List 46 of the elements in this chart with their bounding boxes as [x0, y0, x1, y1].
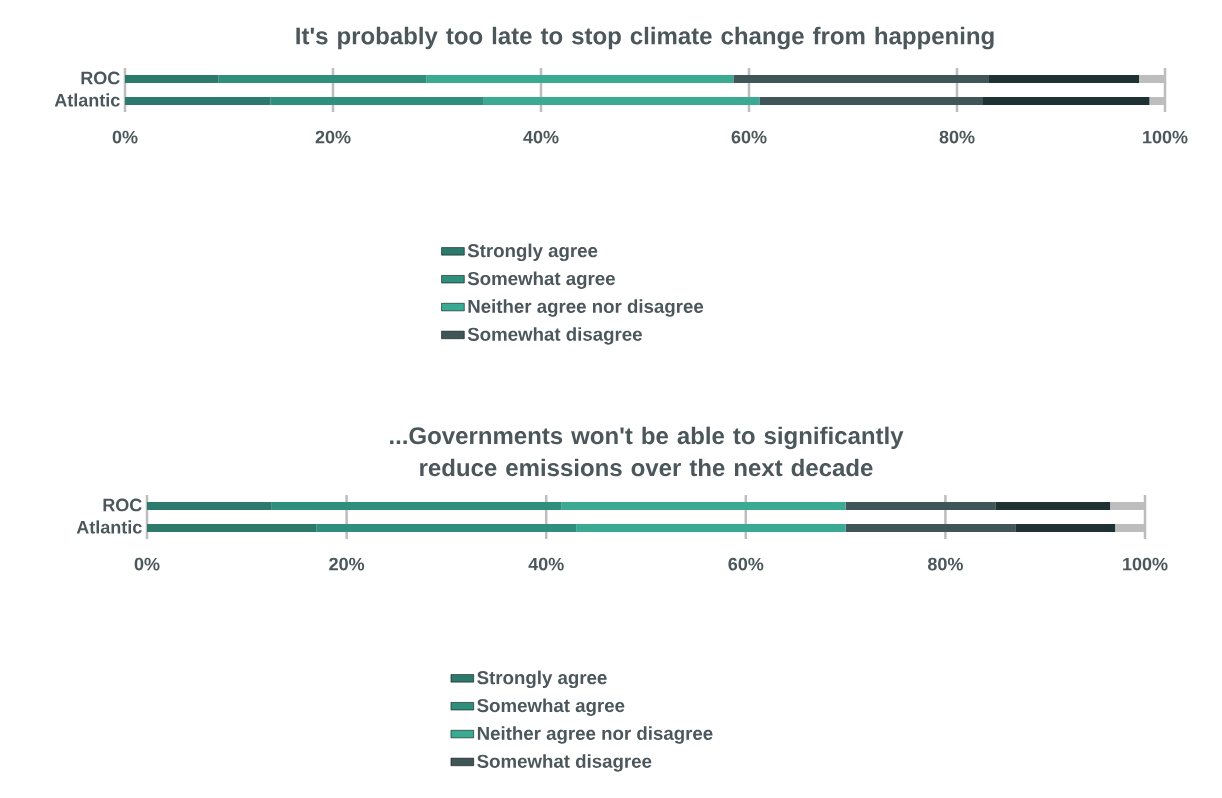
y-tick-label: Atlantic — [76, 520, 142, 534]
bar — [270, 96, 484, 105]
bar — [576, 523, 846, 532]
bar — [995, 501, 1111, 510]
x-tick-label: 100% — [1123, 557, 1168, 571]
bar — [316, 523, 577, 532]
bar — [988, 74, 1139, 83]
x-tick-label: 40% — [528, 557, 564, 571]
bar — [426, 74, 734, 83]
legend-label: Somewhat agree — [477, 698, 625, 716]
x-tick-label: 0% — [112, 130, 138, 144]
legend-label: Neither agree nor disagree — [468, 299, 704, 317]
x-tick-label: 60% — [731, 130, 767, 144]
chart-title: It's probably too late to stop climate change from happening — [296, 26, 994, 50]
x-tick-label: 20% — [329, 557, 365, 571]
bar — [125, 96, 271, 105]
legend-label: Neither agree nor disagree — [477, 726, 713, 744]
x-tick-label: 0% — [134, 557, 160, 571]
bar — [125, 74, 219, 83]
bar — [1015, 523, 1116, 532]
y-tick-label: ROC — [81, 71, 120, 85]
legend-label: Strongly agree — [477, 670, 607, 689]
y-tick-label: Atlantic — [54, 93, 120, 107]
legend-label: Somewhat disagree — [467, 327, 642, 345]
chart-title: ...Governments won't be able to significantly reduce emissions over the next decade — [390, 426, 904, 477]
y-tick-label: ROC — [103, 498, 142, 512]
bar — [733, 74, 989, 83]
x-tick-label: 60% — [728, 557, 764, 571]
x-tick-label: 20% — [315, 130, 351, 144]
x-tick-label: 80% — [939, 130, 975, 144]
bar — [218, 74, 427, 83]
bar — [845, 501, 996, 510]
legend-label: Somewhat disagree — [477, 754, 652, 772]
x-tick-label: 40% — [523, 130, 559, 144]
bar — [759, 96, 983, 105]
bar — [483, 96, 760, 105]
bar — [845, 523, 1016, 532]
bar — [147, 501, 272, 510]
legend-label: Somewhat agree — [467, 271, 615, 289]
bar — [147, 523, 317, 532]
legend-label: Strongly agree — [467, 243, 598, 262]
bar — [271, 501, 562, 510]
x-tick-label: 100% — [1143, 130, 1188, 144]
bar — [561, 501, 846, 510]
bar — [983, 96, 1150, 105]
x-tick-label: 80% — [927, 557, 963, 571]
